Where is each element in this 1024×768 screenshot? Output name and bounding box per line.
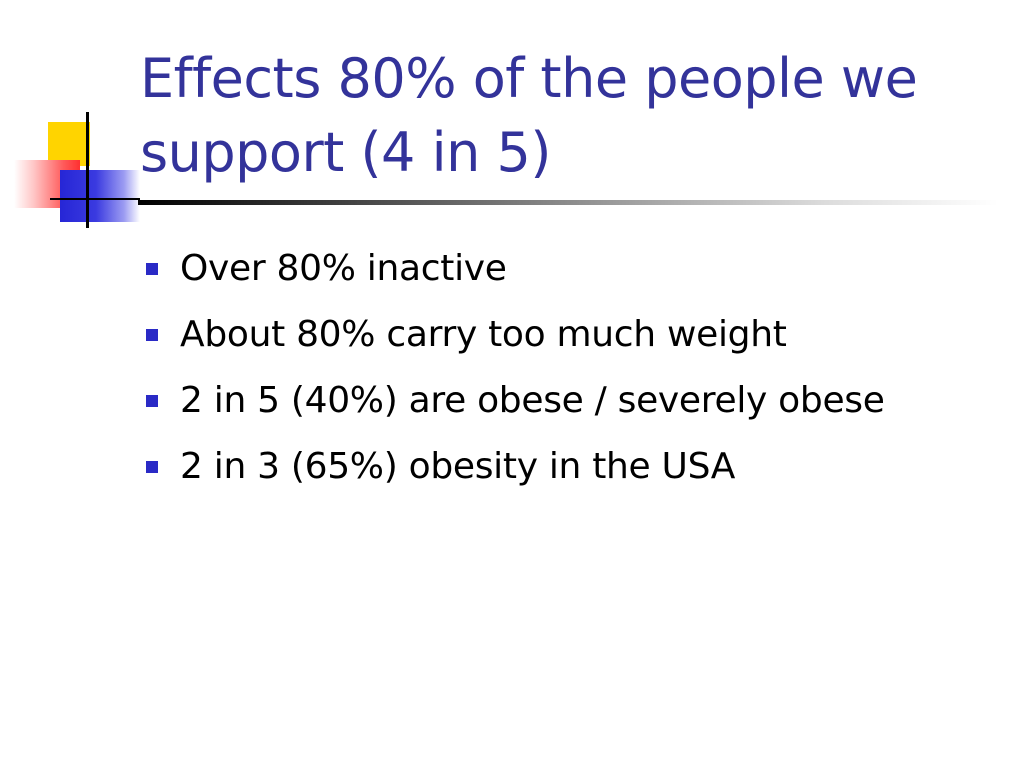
bullet-item: About 80% carry too much weight (146, 302, 1016, 368)
square-bullet-icon (146, 263, 158, 275)
bullet-item: Over 80% inactive (146, 236, 1016, 302)
bullet-text: 2 in 3 (65%) obesity in the USA (180, 446, 736, 487)
square-bullet-icon (146, 329, 158, 341)
horizontal-crosshair-line (50, 198, 140, 200)
bullet-item: 2 in 5 (40%) are obese / severely obese (146, 368, 1016, 434)
bullet-item: 2 in 3 (65%) obesity in the USA (146, 434, 1016, 500)
bullet-text: 2 in 5 (40%) are obese / severely obese (180, 380, 885, 421)
square-bullet-icon (146, 461, 158, 473)
bullet-text: Over 80% inactive (180, 248, 507, 289)
slide-title: Effects 80% of the people we support (4 … (140, 47, 918, 184)
corner-decoration (0, 0, 160, 240)
bullet-list: Over 80% inactive About 80% carry too mu… (146, 236, 1016, 500)
vertical-crosshair-line (86, 112, 89, 228)
yellow-square-shape (48, 122, 90, 166)
blue-square-shape (60, 170, 140, 222)
bullet-text: About 80% carry too much weight (180, 314, 787, 355)
title-underline (138, 200, 998, 205)
square-bullet-icon (146, 395, 158, 407)
